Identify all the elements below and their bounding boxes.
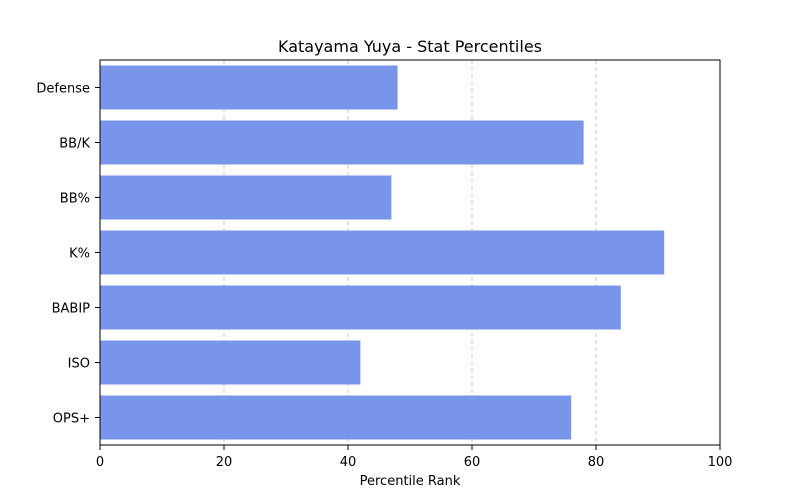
y-axis-ticks: Defense BB/K BB% K% BABIP ISO OPS+	[36, 82, 100, 427]
bar	[100, 65, 398, 110]
bar	[100, 285, 621, 330]
x-axis-label: Percentile Rank	[360, 474, 461, 489]
x-tick-label: 100	[708, 455, 733, 470]
y-tick-label: K%	[69, 247, 90, 262]
bar	[100, 395, 572, 440]
bar	[100, 120, 584, 165]
bar	[100, 340, 361, 385]
x-tick-label: 0	[96, 455, 104, 470]
y-tick-label: Defense	[36, 82, 90, 97]
y-tick-label: BB/K	[59, 137, 90, 152]
bar	[100, 175, 392, 220]
y-tick-label: BABIP	[52, 302, 91, 317]
x-tick-label: 60	[464, 455, 481, 470]
x-tick-label: 80	[588, 455, 605, 470]
x-tick-label: 20	[216, 455, 233, 470]
y-tick-label: ISO	[68, 357, 90, 372]
x-tick-label: 40	[340, 455, 357, 470]
bars	[100, 65, 665, 440]
y-tick-label: BB%	[60, 192, 90, 207]
chart-title: Katayama Yuya - Stat Percentiles	[278, 37, 542, 56]
bar	[100, 230, 665, 275]
y-tick-label: OPS+	[53, 412, 90, 427]
x-axis-ticks: 0 20 40 60 80 100	[96, 445, 733, 470]
